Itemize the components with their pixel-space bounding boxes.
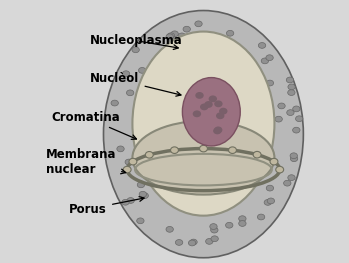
- Ellipse shape: [122, 71, 130, 77]
- Ellipse shape: [232, 43, 239, 49]
- Ellipse shape: [139, 191, 147, 197]
- Ellipse shape: [284, 180, 291, 186]
- Ellipse shape: [167, 33, 174, 39]
- Ellipse shape: [141, 193, 148, 199]
- Text: Membrana
nuclear: Membrana nuclear: [46, 148, 126, 176]
- Ellipse shape: [193, 110, 201, 117]
- Ellipse shape: [209, 95, 217, 102]
- Ellipse shape: [125, 159, 132, 165]
- Ellipse shape: [183, 78, 240, 146]
- Ellipse shape: [214, 100, 223, 107]
- Ellipse shape: [253, 151, 261, 158]
- Ellipse shape: [211, 227, 218, 233]
- Ellipse shape: [287, 110, 294, 115]
- Ellipse shape: [126, 90, 134, 96]
- Ellipse shape: [166, 34, 173, 40]
- Ellipse shape: [243, 52, 250, 58]
- Ellipse shape: [227, 30, 234, 36]
- Ellipse shape: [145, 151, 153, 158]
- Ellipse shape: [290, 153, 297, 159]
- Ellipse shape: [111, 100, 118, 106]
- Ellipse shape: [275, 116, 282, 122]
- Ellipse shape: [210, 39, 217, 44]
- Ellipse shape: [137, 182, 144, 188]
- Ellipse shape: [296, 116, 303, 122]
- Ellipse shape: [174, 43, 181, 49]
- Ellipse shape: [132, 47, 139, 53]
- Ellipse shape: [139, 68, 146, 73]
- Ellipse shape: [258, 43, 266, 48]
- Ellipse shape: [183, 26, 191, 32]
- Text: Porus: Porus: [69, 197, 144, 216]
- Ellipse shape: [210, 224, 217, 229]
- Ellipse shape: [264, 200, 272, 205]
- Ellipse shape: [123, 166, 131, 173]
- Ellipse shape: [206, 239, 213, 244]
- Ellipse shape: [166, 226, 173, 232]
- Text: Nuclèol: Nuclèol: [90, 72, 181, 96]
- Ellipse shape: [266, 80, 274, 86]
- Ellipse shape: [229, 147, 236, 154]
- Ellipse shape: [137, 218, 144, 224]
- Ellipse shape: [129, 158, 137, 165]
- Ellipse shape: [288, 84, 295, 90]
- Ellipse shape: [288, 90, 295, 95]
- Ellipse shape: [163, 50, 171, 56]
- Ellipse shape: [270, 158, 278, 165]
- Ellipse shape: [278, 103, 285, 109]
- Ellipse shape: [211, 236, 218, 242]
- Ellipse shape: [188, 240, 196, 246]
- Ellipse shape: [122, 199, 129, 205]
- Ellipse shape: [288, 175, 295, 180]
- Ellipse shape: [293, 106, 300, 112]
- Ellipse shape: [176, 240, 183, 245]
- Ellipse shape: [169, 38, 177, 44]
- Ellipse shape: [225, 222, 233, 228]
- Ellipse shape: [216, 112, 224, 119]
- Ellipse shape: [276, 166, 284, 173]
- Ellipse shape: [239, 221, 246, 226]
- Ellipse shape: [214, 127, 222, 133]
- Ellipse shape: [261, 58, 269, 64]
- Ellipse shape: [266, 185, 274, 191]
- Ellipse shape: [267, 198, 275, 204]
- Ellipse shape: [286, 77, 294, 83]
- Ellipse shape: [292, 127, 300, 133]
- Ellipse shape: [117, 146, 124, 152]
- Ellipse shape: [171, 31, 178, 37]
- Ellipse shape: [200, 103, 208, 110]
- Ellipse shape: [171, 147, 178, 153]
- Ellipse shape: [104, 11, 303, 258]
- Ellipse shape: [132, 121, 274, 195]
- Ellipse shape: [266, 55, 273, 60]
- Ellipse shape: [200, 145, 207, 152]
- Ellipse shape: [190, 239, 197, 245]
- Text: Cromatina: Cromatina: [51, 110, 136, 139]
- Ellipse shape: [219, 108, 228, 115]
- Ellipse shape: [127, 198, 134, 203]
- Text: Nucleoplasma: Nucleoplasma: [90, 34, 183, 49]
- Ellipse shape: [180, 38, 188, 44]
- Ellipse shape: [195, 92, 204, 99]
- Ellipse shape: [178, 33, 186, 39]
- Ellipse shape: [204, 101, 213, 108]
- Ellipse shape: [132, 32, 274, 216]
- Ellipse shape: [151, 58, 159, 64]
- Ellipse shape: [290, 156, 298, 161]
- Ellipse shape: [258, 214, 265, 220]
- Ellipse shape: [213, 128, 222, 134]
- Ellipse shape: [195, 21, 202, 27]
- Ellipse shape: [239, 216, 246, 221]
